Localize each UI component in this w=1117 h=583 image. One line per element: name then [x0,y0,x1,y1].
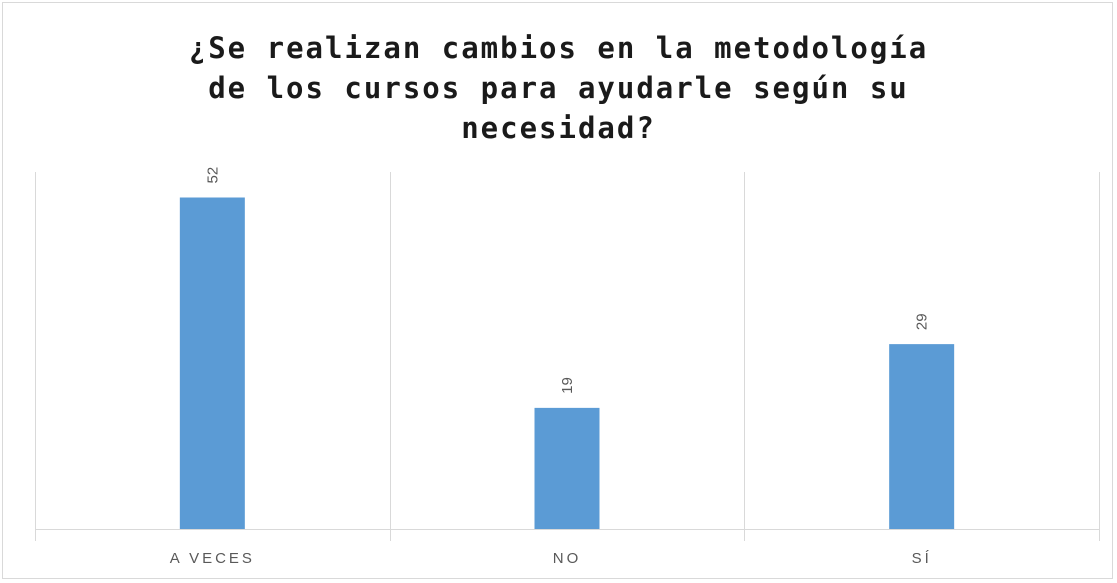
bar [534,407,600,529]
chart-title: ¿Se realizan cambios en la metodología d… [188,31,929,145]
data-label: 19 [559,377,576,394]
x-tick-label: NO [553,550,582,567]
bar [889,344,955,529]
gridlines [35,172,1100,541]
data-label: 52 [204,167,221,184]
x-axis-ticks: A VECES NO SÍ [170,550,932,567]
bars [179,197,955,529]
bar [179,197,245,529]
x-tick-label: A VECES [170,550,255,567]
x-tick-label: SÍ [912,550,932,567]
data-label: 29 [914,313,931,330]
data-labels: 52 19 29 [204,167,930,394]
